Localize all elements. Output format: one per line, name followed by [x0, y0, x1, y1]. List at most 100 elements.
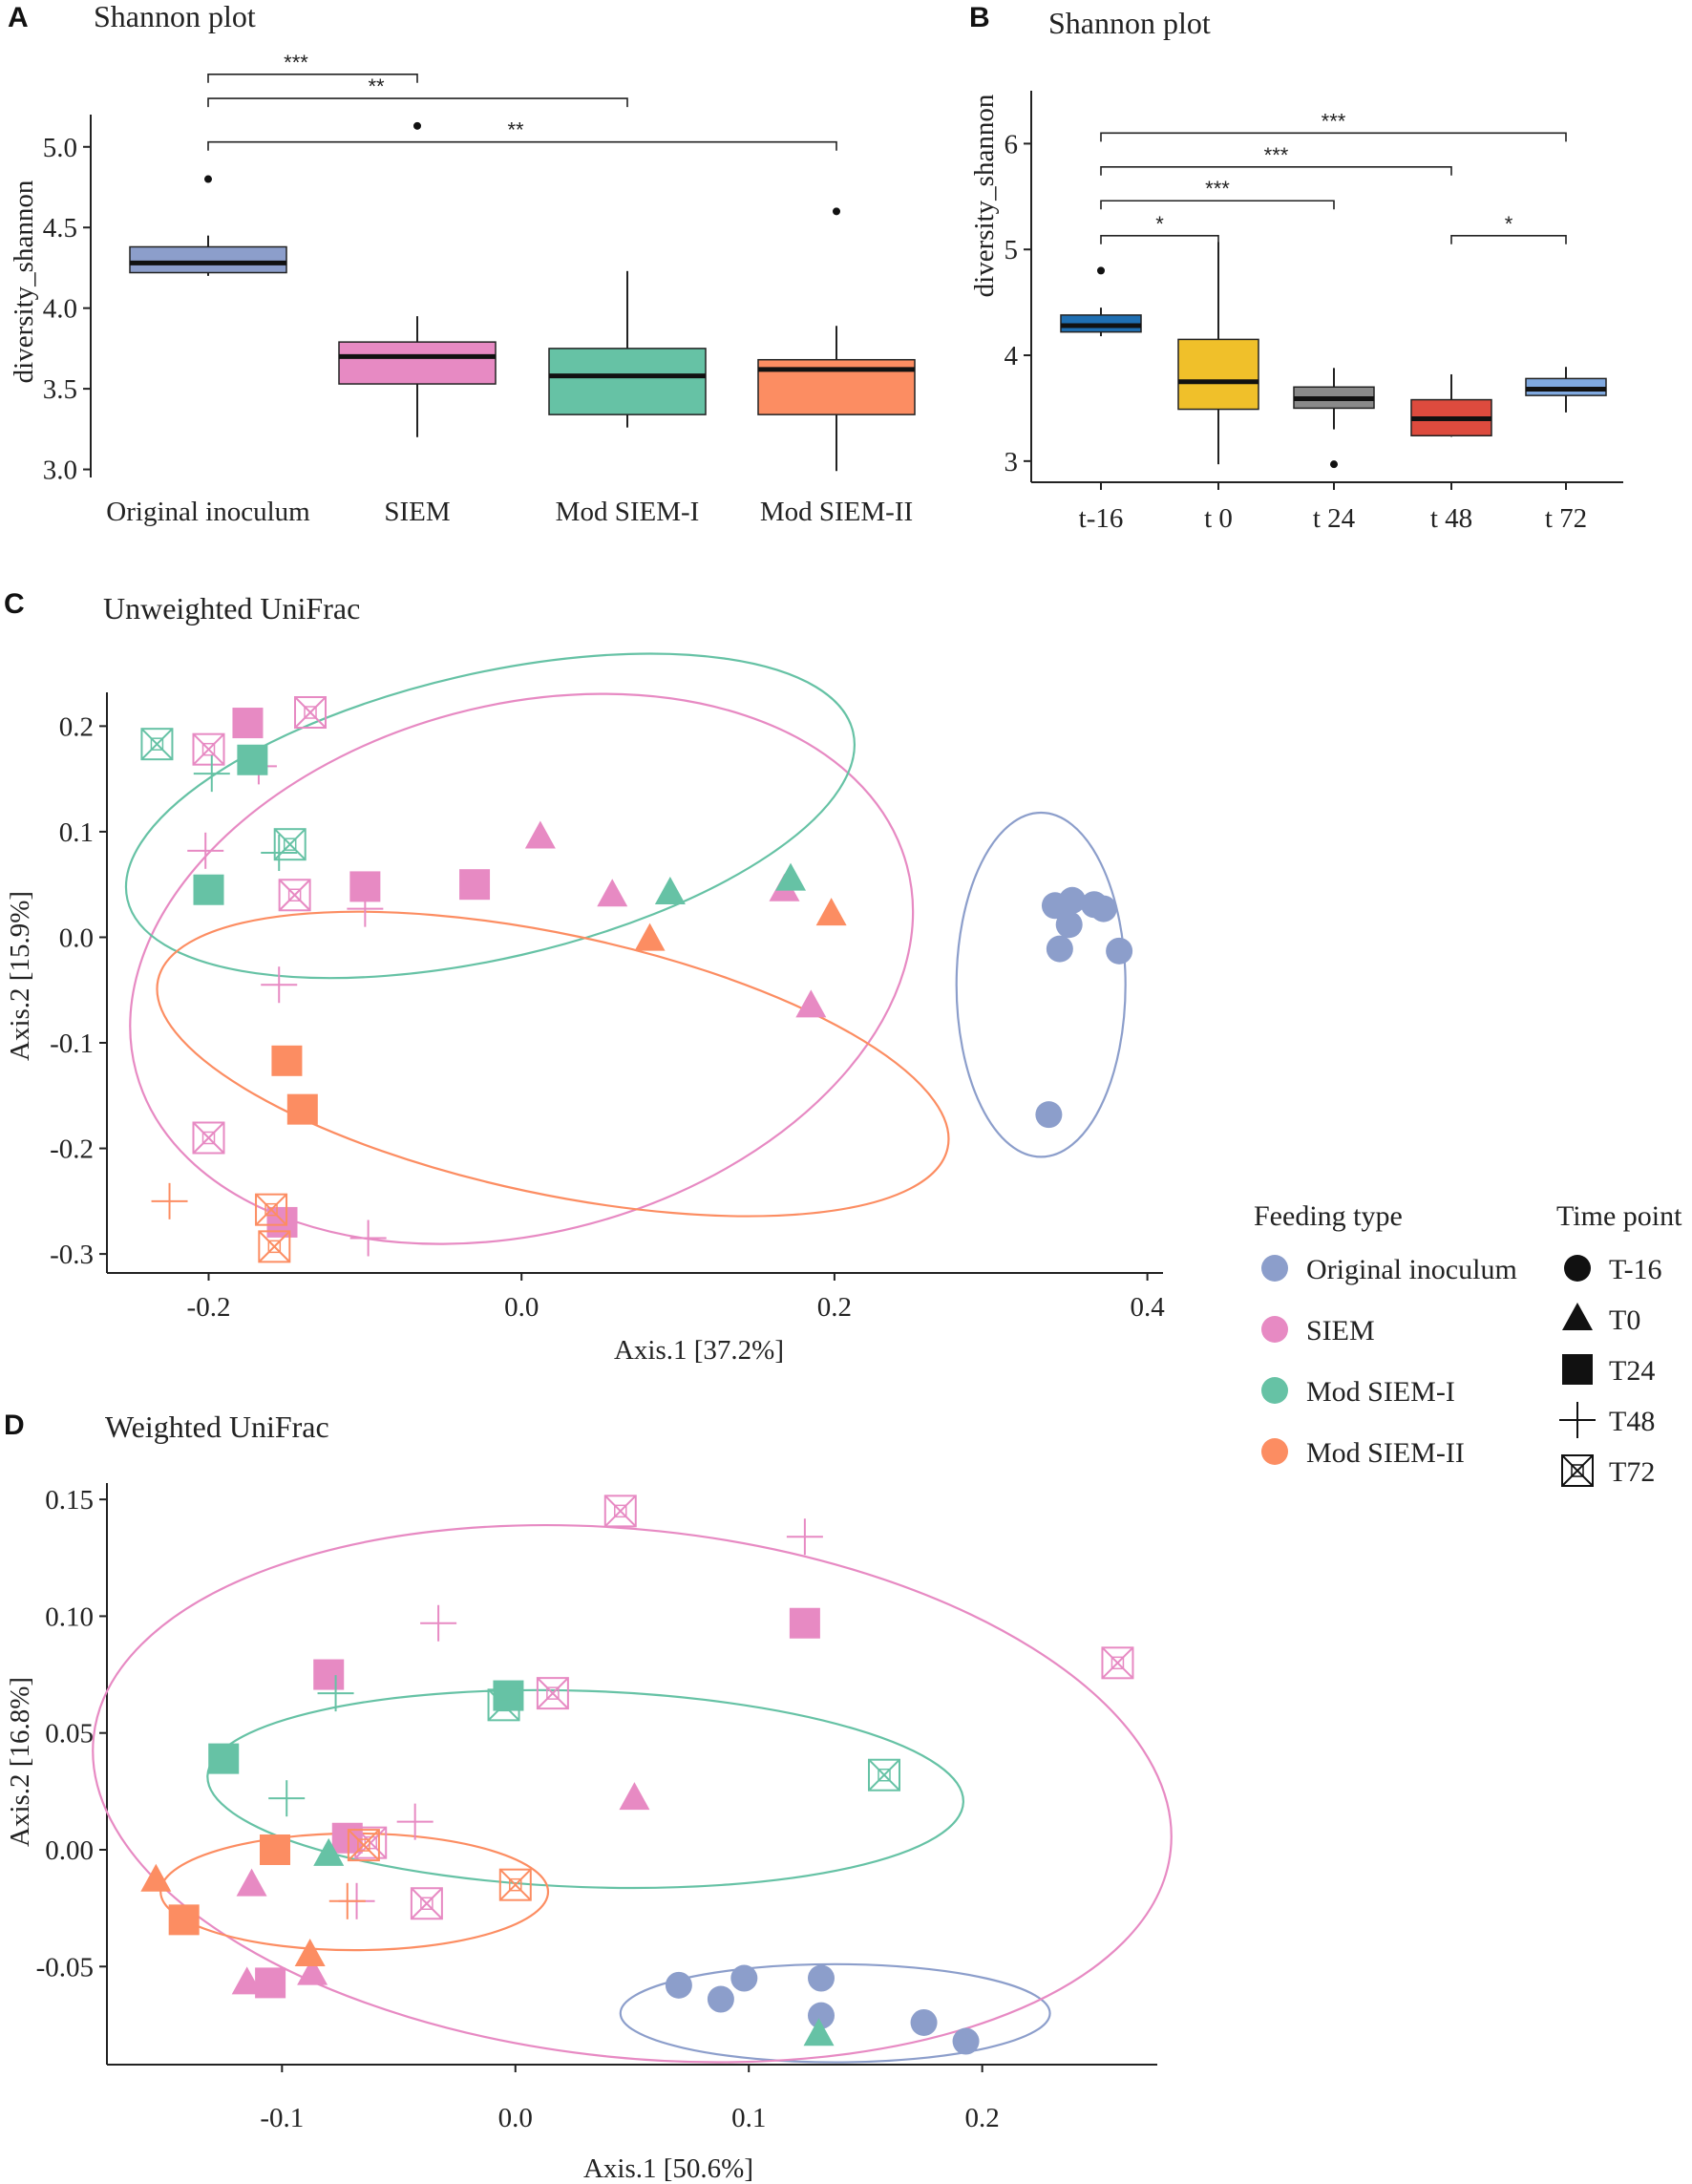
point-siem-t0-triangle	[236, 1868, 267, 1897]
point-original-inoculum-t-16-circle	[1055, 911, 1083, 939]
point-mod-siem-i-t72-x2	[273, 828, 307, 860]
legend-shape-triangle-triangle	[1562, 1303, 1593, 1330]
point-siem-t72	[410, 1887, 443, 1920]
point-mod-siem-i-t24	[208, 1743, 240, 1774]
point-siem-t72-box	[1101, 1646, 1134, 1680]
point-siem-t72	[603, 1495, 637, 1528]
point-siem-t72	[294, 696, 328, 730]
point-original-inoculum-t-16	[808, 1964, 835, 1992]
legend-label: T24	[1609, 1355, 1655, 1387]
significance-label: ***	[1264, 143, 1289, 167]
point-mod-siem-ii-t24-square	[168, 1904, 200, 1936]
point-mod-siem-ii-t72	[255, 1193, 288, 1226]
legend-label: T0	[1609, 1304, 1640, 1336]
point-mod-siem-ii-t24	[271, 1045, 303, 1076]
point-siem-t0	[524, 820, 556, 849]
legend-swatch	[1261, 1255, 1288, 1282]
point-mod-siem-ii-t24-square	[286, 1093, 318, 1125]
point-siem-t72-inner	[1110, 1656, 1125, 1670]
point-siem-t0	[619, 1782, 650, 1811]
point-mod-siem-ii-t72	[498, 1868, 532, 1901]
legend-label: T72	[1609, 1456, 1655, 1488]
point-siem-t72-box	[278, 879, 311, 912]
point-original-inoculum-t-16	[808, 2002, 835, 2029]
legend-item-t48: T48	[1559, 1402, 1655, 1438]
panel-c-title: Unweighted UniFrac	[103, 591, 360, 626]
point-siem-t0-triangle	[619, 1782, 650, 1811]
point-original-inoculum-t-16	[1035, 1101, 1063, 1129]
point-siem-t0	[597, 879, 628, 907]
box-siem	[338, 121, 497, 437]
ellipse-siem	[129, 692, 915, 1245]
point-mod-siem-ii-t48	[151, 1182, 188, 1219]
point-mod-siem-i-t0	[313, 1837, 345, 1866]
point-original-inoculum-t-16-circle	[910, 2008, 938, 2036]
significance-bracket: ***	[1100, 143, 1452, 176]
point-siem-t72	[536, 1677, 569, 1710]
point-siem-t48	[261, 966, 298, 1004]
point-siem-t72-inner	[201, 742, 216, 756]
y-tick-label: 0.15	[45, 1485, 94, 1516]
significance-bracket: ***	[1100, 177, 1335, 210]
point-original-inoculum-t-16-circle	[730, 1964, 758, 1992]
legend-item-original-inoculum: Original inoculum	[1261, 1254, 1517, 1285]
point-siem-t72-inner	[420, 1897, 434, 1910]
point-mod-siem-ii-t72-x2	[348, 1829, 380, 1861]
box-body	[548, 348, 707, 415]
outlier-point	[413, 121, 421, 130]
box-t-24	[1293, 368, 1375, 490]
significance-bracket: ***	[207, 51, 418, 83]
point-mod-siem-ii-t24	[260, 1834, 290, 1865]
point-mod-siem-i-t72	[868, 1758, 900, 1792]
panel-c-letter: C	[4, 588, 25, 620]
point-siem-t72-box	[192, 1121, 225, 1155]
legend-swatch	[1261, 1316, 1288, 1343]
legend-shape-circle	[1564, 1255, 1591, 1282]
point-siem-t72-x2	[1101, 1646, 1134, 1680]
point-siem-t24-square	[459, 869, 491, 901]
panel-d-xlabel: Axis.1 [50.6%]	[583, 2153, 753, 2184]
point-siem-t72-x2	[294, 696, 327, 729]
x-tick-label: -0.1	[260, 2103, 304, 2133]
point-mod-siem-i-t48	[193, 755, 230, 793]
point-original-inoculum-t-16-circle	[1035, 1101, 1063, 1129]
point-mod-siem-i-t72	[273, 828, 307, 861]
panel-a-plot: 3.0 3.5 4.0 4.5 5.0 Original inoculum SIEM Mod …	[43, 51, 916, 527]
point-siem-t72-x2	[411, 1887, 443, 1919]
panel-d-ylabel: Axis.2 [16.8%]	[5, 1677, 35, 1847]
point-mod-siem-ii-t0	[815, 898, 847, 926]
significance-label: **	[507, 118, 524, 142]
box-t-72	[1525, 367, 1607, 490]
point-siem-t48	[347, 890, 384, 927]
point-mod-siem-i-t72-x2	[868, 1759, 900, 1792]
box-mod-siem-i	[548, 270, 707, 428]
x-tick-label: Original inoculum	[106, 497, 310, 527]
point-siem-t48	[786, 1518, 823, 1556]
point-siem-t0	[795, 989, 827, 1018]
legend-label: SIEM	[1306, 1315, 1375, 1346]
legend-time-items: T-16 T0 T24 T48 T72	[1559, 1254, 1662, 1488]
y-tick-label: -0.1	[50, 1028, 94, 1059]
panel-d: D Weighted UniFrac Axis.2 [16.8%] Axis.1…	[4, 1410, 1173, 2184]
point-siem-t48	[349, 1219, 387, 1257]
legend-shape-boxx-x2	[1561, 1454, 1594, 1487]
significance-label: *	[1155, 212, 1164, 236]
y-tick-label: 6	[1005, 129, 1019, 159]
point-mod-siem-i-t24-square	[193, 874, 224, 905]
point-mod-siem-ii-t48	[328, 1882, 366, 1919]
point-mod-siem-ii-t24	[168, 1904, 200, 1936]
x-tick-label: Mod SIEM-II	[760, 497, 913, 527]
point-mod-siem-i-t72-box	[868, 1758, 900, 1792]
point-original-inoculum-t-16-circle	[665, 1971, 692, 1999]
legend-item-t24: T24	[1562, 1354, 1655, 1387]
point-mod-siem-ii-t72-x2	[499, 1868, 532, 1901]
point-mod-siem-ii-t72-inner	[267, 1240, 282, 1254]
significance-label: ***	[1322, 109, 1346, 133]
point-siem-t24	[313, 1659, 345, 1690]
point-mod-siem-ii-t72-inner	[264, 1202, 278, 1217]
point-siem-t48	[396, 1803, 434, 1840]
point-mod-siem-i-t0	[775, 862, 807, 891]
point-mod-siem-ii-t24-square	[260, 1834, 290, 1865]
